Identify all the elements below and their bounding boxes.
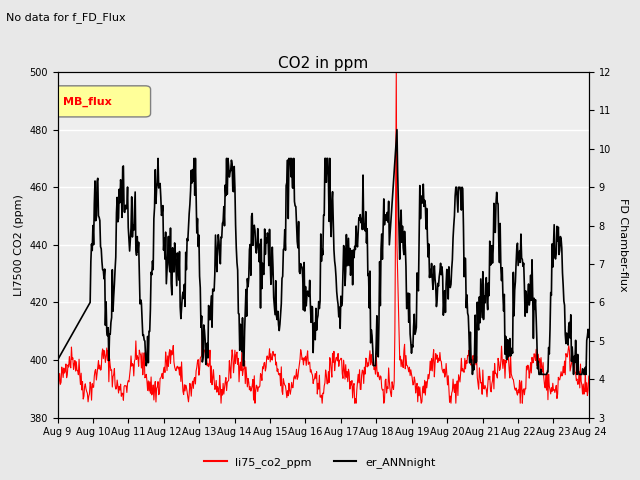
Text: MB_flux: MB_flux: [63, 96, 111, 107]
Y-axis label: FD Chamber-flux: FD Chamber-flux: [618, 198, 628, 292]
Text: No data for f_FD_Flux: No data for f_FD_Flux: [6, 12, 126, 23]
Title: CO2 in ppm: CO2 in ppm: [278, 56, 369, 71]
FancyBboxPatch shape: [55, 86, 150, 117]
Y-axis label: LI7500 CO2 (ppm): LI7500 CO2 (ppm): [14, 194, 24, 296]
Legend: li75_co2_ppm, er_ANNnight: li75_co2_ppm, er_ANNnight: [200, 452, 440, 472]
